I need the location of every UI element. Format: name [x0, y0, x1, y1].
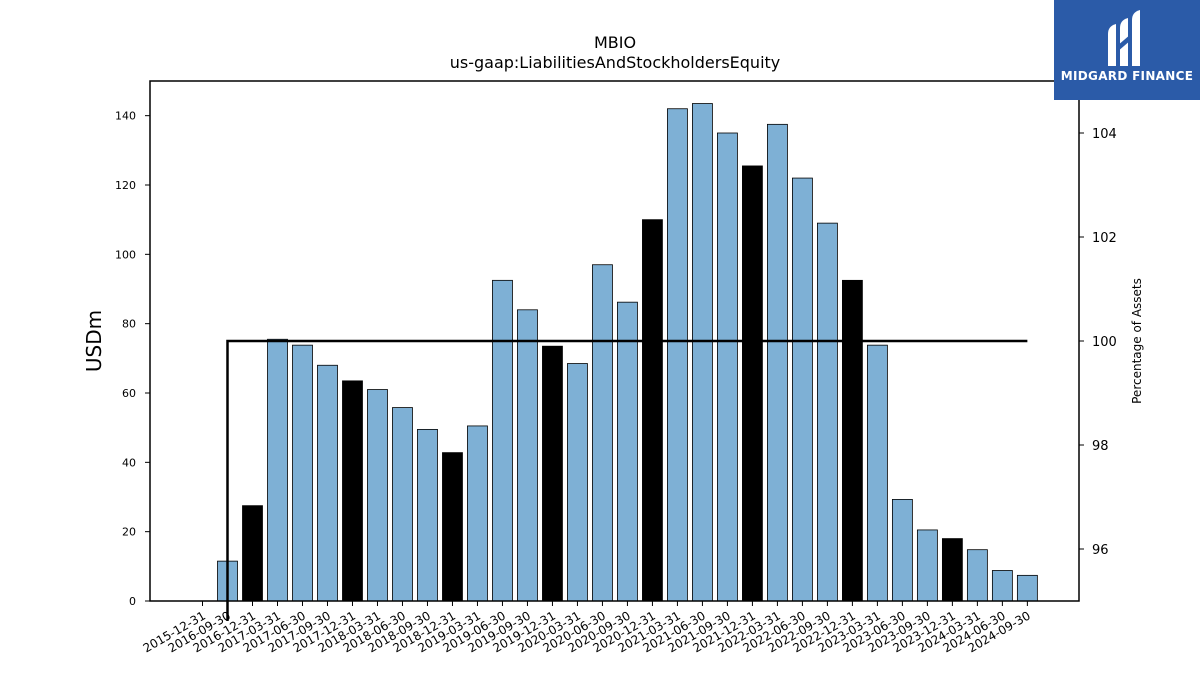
y2-tick-label: 100 [1092, 335, 1117, 350]
chart-subtitle: us-gaap:LiabilitiesAndStockholdersEquity [450, 53, 781, 72]
percentage-line [226, 339, 1028, 621]
y-tick-label: 120 [115, 179, 136, 192]
bar-2018-03-31 [367, 389, 388, 602]
bar-2024-06-30 [991, 570, 1013, 602]
y-tick-label: 60 [122, 387, 136, 400]
brand-logo: MIDGARD FINANCE [1054, 0, 1200, 100]
bar-2021-09-30 [717, 132, 738, 602]
bar-2020-12-31 [642, 219, 663, 602]
line-group [226, 339, 1028, 621]
bar-2020-03-31 [567, 363, 588, 602]
bars-group [217, 103, 1038, 602]
midgard-logo-icon [1108, 10, 1140, 66]
bar-2021-06-30 [692, 103, 713, 602]
bar-2022-09-30 [817, 222, 838, 602]
bar-2017-06-30 [292, 344, 313, 602]
right-axis: 96 98 100 102 104 [1079, 127, 1117, 558]
bar-2019-12-31 [542, 345, 563, 602]
bar-2017-03-31 [267, 338, 288, 602]
left-axis: 0 20 40 60 80 100 120 140 [115, 110, 150, 608]
y-axis-label: USDm [82, 310, 106, 372]
y-tick-label: 40 [122, 456, 136, 469]
bar-2019-09-30 [517, 309, 538, 602]
y2-tick-label: 96 [1092, 543, 1109, 558]
bar-2022-03-31 [767, 123, 788, 602]
bar-2024-03-31 [966, 549, 988, 602]
y2-tick-label: 102 [1092, 231, 1117, 246]
bar-2023-03-31 [866, 344, 888, 602]
bar-2018-06-30 [392, 407, 413, 602]
bar-2024-09-30 [1016, 574, 1038, 602]
y2-tick-label: 104 [1092, 127, 1117, 142]
y2-tick-label: 98 [1092, 439, 1109, 454]
bar-2022-12-31 [841, 279, 863, 602]
bar-2017-12-31 [342, 380, 363, 602]
chart-title: MBIO [594, 33, 636, 52]
y-tick-label: 140 [115, 110, 136, 123]
y-tick-label: 0 [129, 595, 136, 608]
y-tick-label: 80 [122, 318, 136, 331]
y-tick-label: 100 [115, 248, 136, 261]
bar-2021-03-31 [667, 108, 688, 602]
bar-2017-09-30 [317, 364, 338, 602]
bar-2016-12-31 [242, 505, 263, 602]
y2-axis-label: Percentage of Assets [1130, 278, 1144, 404]
x-axis: 2015-12-312016-09-302016-12-312017-03-31… [141, 601, 1033, 655]
bar-2023-06-30 [891, 499, 913, 602]
y-tick-label: 20 [122, 526, 136, 539]
brand-name: MIDGARD FINANCE [1060, 69, 1194, 83]
bar-2018-09-30 [417, 428, 438, 602]
bar-2023-09-30 [916, 529, 938, 602]
bar-2020-09-30 [617, 301, 638, 602]
bar-2023-12-31 [941, 538, 963, 602]
bar-2022-06-30 [792, 177, 813, 602]
bar-2019-06-30 [492, 279, 513, 602]
bar-2019-03-31 [467, 425, 488, 602]
bar-2021-12-31 [742, 165, 763, 602]
bar-2020-06-30 [592, 264, 613, 602]
bar-2018-12-31 [442, 452, 463, 602]
